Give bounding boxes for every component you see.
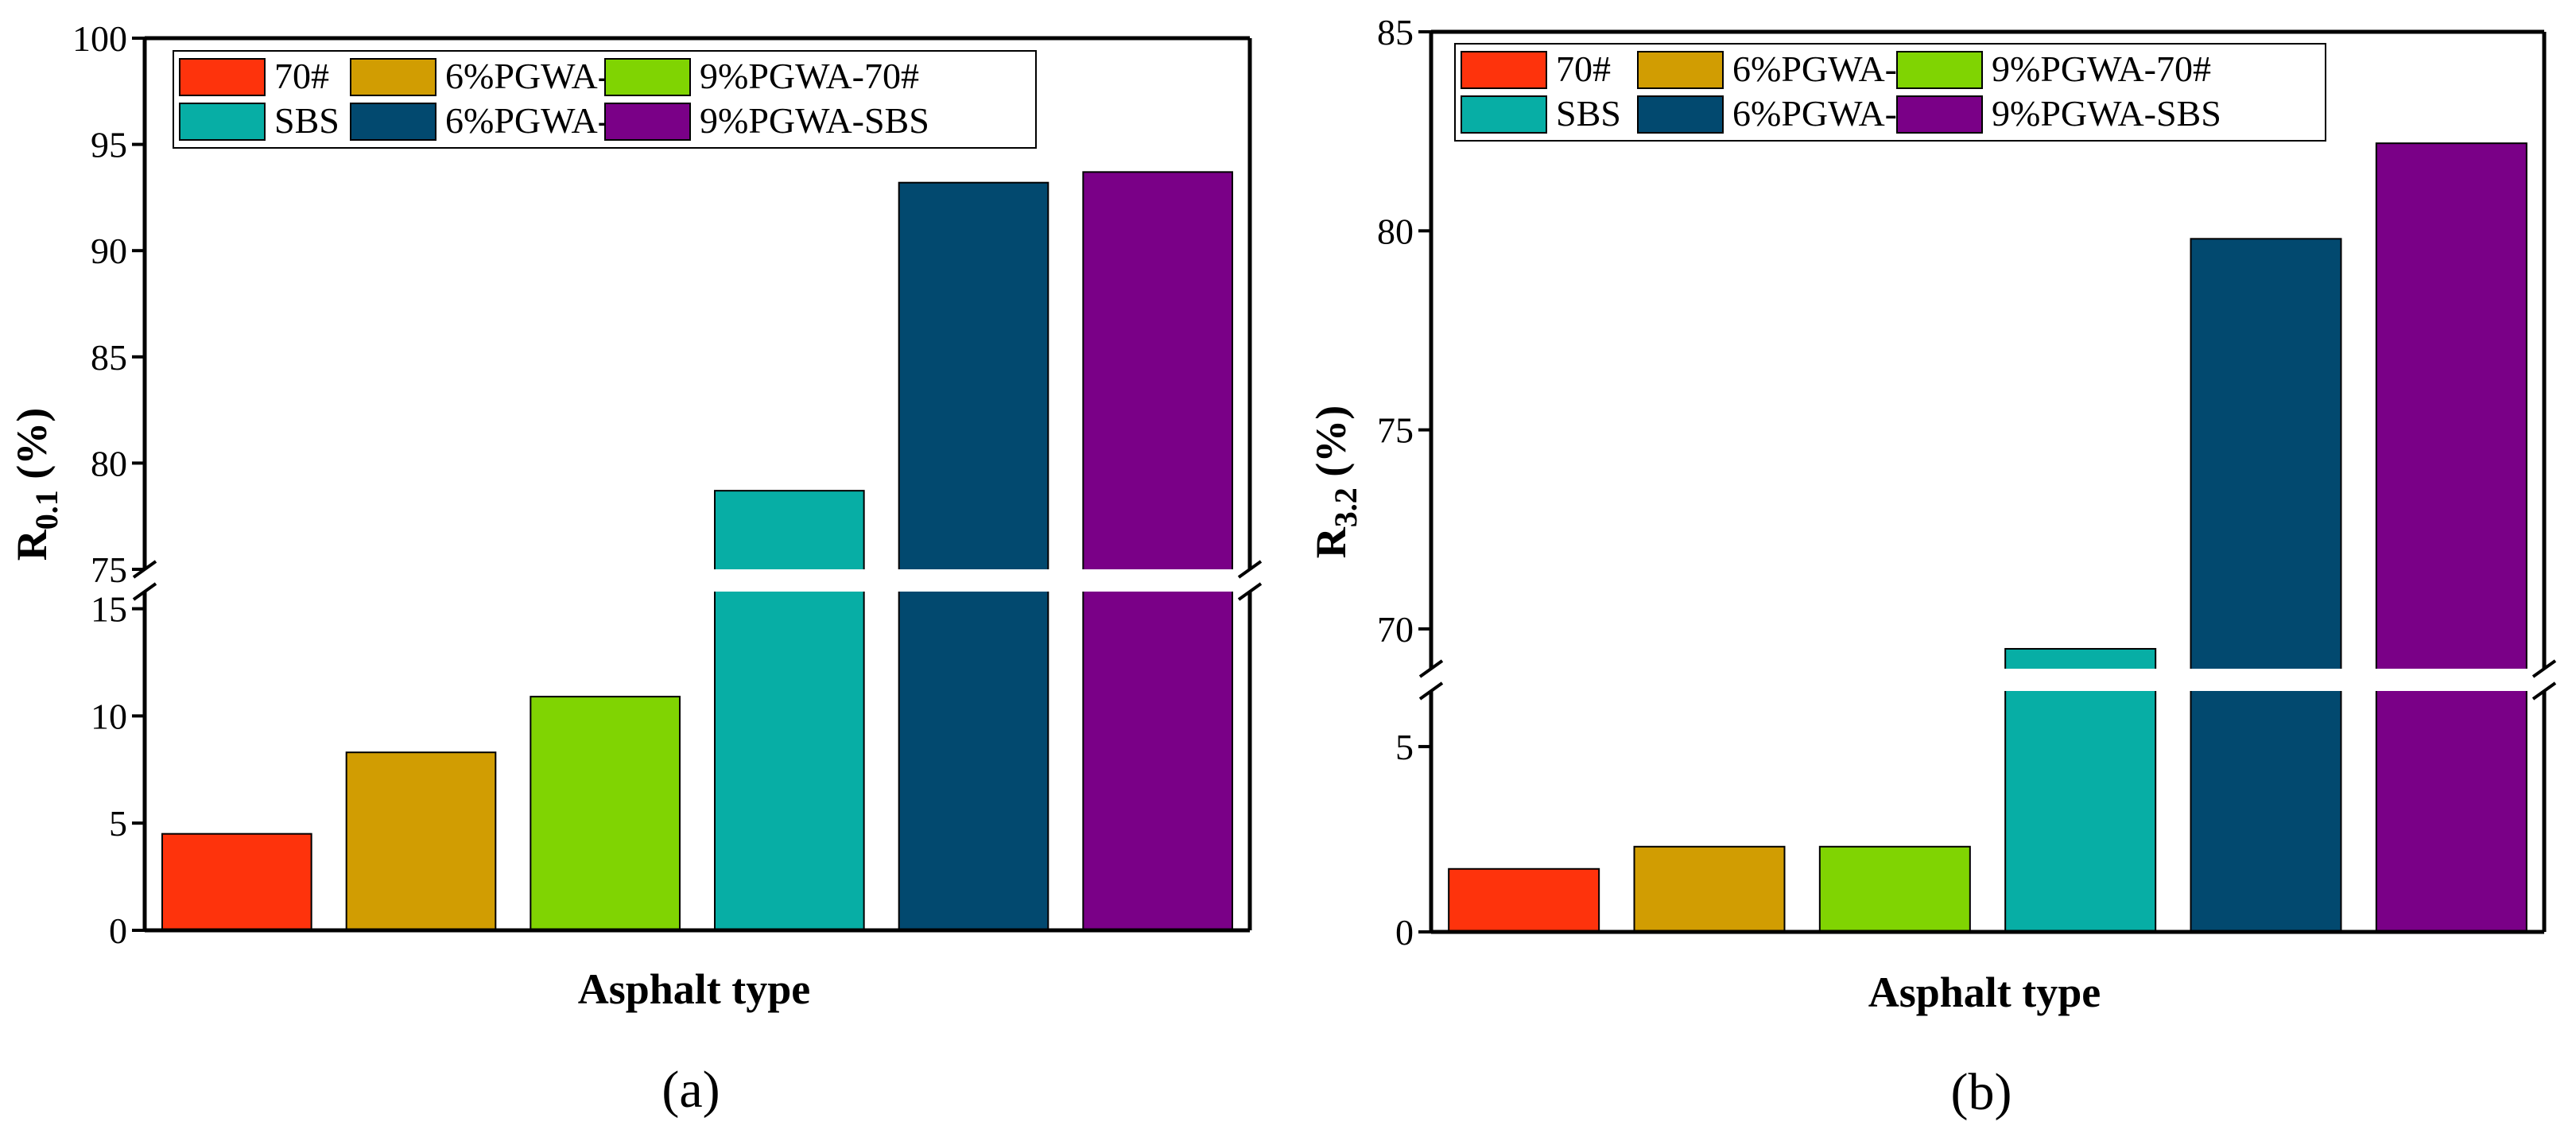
y-lower-tick-label: 5 <box>109 803 127 844</box>
axis-break-mark-left <box>132 582 157 601</box>
legend-label: 70# <box>1556 49 1611 89</box>
y-upper-tick-label: 90 <box>91 231 127 271</box>
y-upper-tick-label: 80 <box>91 443 127 483</box>
legend-swatch <box>1896 51 1983 89</box>
bar <box>714 490 865 931</box>
panel-label: (b) <box>1951 1063 2012 1121</box>
axis-break-band <box>121 569 1274 592</box>
legend-swatch <box>1896 95 1983 134</box>
chart-panel-a: 75 80 85 90 95 100 0 5 10 15 R0.1 (%) Asphalt type (… <box>8 18 1274 1119</box>
y-upper-tick-label: 100 <box>72 18 127 59</box>
bar <box>161 833 312 932</box>
legend-label: 9%PGWA-70# <box>700 56 919 96</box>
legend-label: SBS <box>1556 93 1621 134</box>
y-lower-tick-label: 5 <box>1395 727 1414 767</box>
y-upper-tick-label: 70 <box>1377 609 1414 650</box>
panel-label: (a) <box>661 1061 720 1119</box>
bar <box>1633 845 1786 933</box>
axis-break-mark-right <box>2531 681 2557 701</box>
legend-swatch <box>1461 51 1547 89</box>
legend-label: 70# <box>274 56 329 96</box>
y-upper-tick-label: 85 <box>91 337 127 378</box>
bar <box>345 751 497 932</box>
y-upper-tick-label: 75 <box>1377 410 1414 451</box>
bar <box>2375 142 2528 933</box>
legend-box <box>1454 43 2326 142</box>
y-upper-tick-label: 85 <box>1377 12 1414 52</box>
legend-swatch <box>179 58 266 96</box>
y-upper-tick-label: 75 <box>91 549 127 590</box>
axis-break-mark-right <box>1237 560 1263 579</box>
legend-swatch <box>1637 51 1724 89</box>
legend-swatch <box>179 103 266 141</box>
y-lower-tick-label: 0 <box>1395 912 1414 953</box>
axis-break-band <box>1407 669 2568 691</box>
y-axis-label-unit: (%) <box>1307 406 1355 487</box>
bar <box>530 696 681 932</box>
y-lower-tick-label: 10 <box>91 696 127 736</box>
bar <box>1082 171 1233 931</box>
y-axis-label-subscript: 3.2 <box>1328 487 1364 527</box>
legend-swatch <box>350 58 436 96</box>
y-upper-tick-label: 95 <box>91 125 127 165</box>
legend-label: SBS <box>274 100 339 141</box>
axis-break-mark-left <box>1418 659 1444 678</box>
bar <box>1818 845 1971 933</box>
y-axis-label: R3.2 (%) <box>1307 406 1364 558</box>
y-axis-label-main: R <box>1307 526 1355 558</box>
bar <box>1448 867 1600 933</box>
axis-break-mark-left <box>1418 681 1444 701</box>
legend-swatch <box>1461 95 1547 134</box>
y-upper-tick-label: 80 <box>1377 211 1414 251</box>
x-axis-label: Asphalt type <box>1868 968 2101 1016</box>
axis-break-mark-right <box>2531 659 2557 678</box>
legend-label: 9%PGWA-SBS <box>1992 93 2221 134</box>
legend-swatch <box>604 58 691 96</box>
y-lower-tick-label: 0 <box>109 910 127 951</box>
y-axis-label-unit: (%) <box>8 408 56 490</box>
legend-label: 9%PGWA-70# <box>1992 49 2211 89</box>
y-axis-label-subscript: 0.1 <box>29 490 64 530</box>
legend-swatch <box>604 103 691 141</box>
y-lower-tick-label: 15 <box>91 589 127 630</box>
bar <box>2190 238 2342 933</box>
y-axis-label-main: R <box>8 529 56 561</box>
y-axis-label: R0.1 (%) <box>8 408 64 561</box>
bar <box>898 181 1049 932</box>
legend-swatch <box>350 103 436 141</box>
x-axis-label: Asphalt type <box>578 965 811 1013</box>
legend-label: 9%PGWA-SBS <box>700 100 929 141</box>
bar <box>2004 647 2157 933</box>
axis-break-mark-right <box>1237 582 1263 601</box>
legend-swatch <box>1637 95 1724 134</box>
